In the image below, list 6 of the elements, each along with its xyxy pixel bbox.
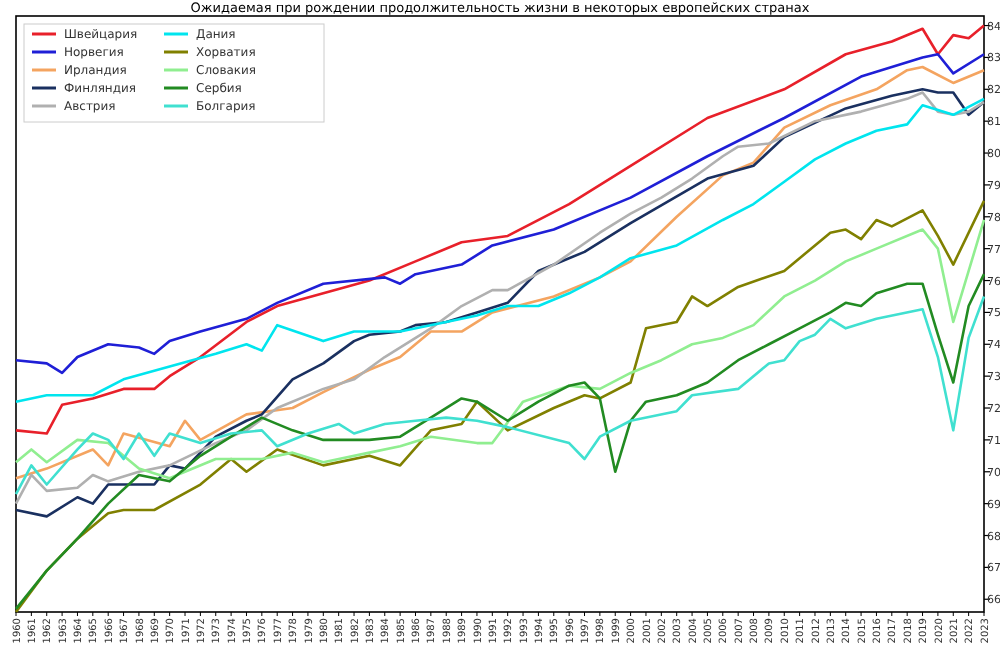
line-series bbox=[14, 24, 986, 435]
line-series bbox=[14, 97, 986, 403]
line-series bbox=[14, 272, 986, 611]
line-series bbox=[14, 295, 986, 496]
line-series bbox=[14, 199, 986, 614]
line-series bbox=[14, 218, 986, 480]
